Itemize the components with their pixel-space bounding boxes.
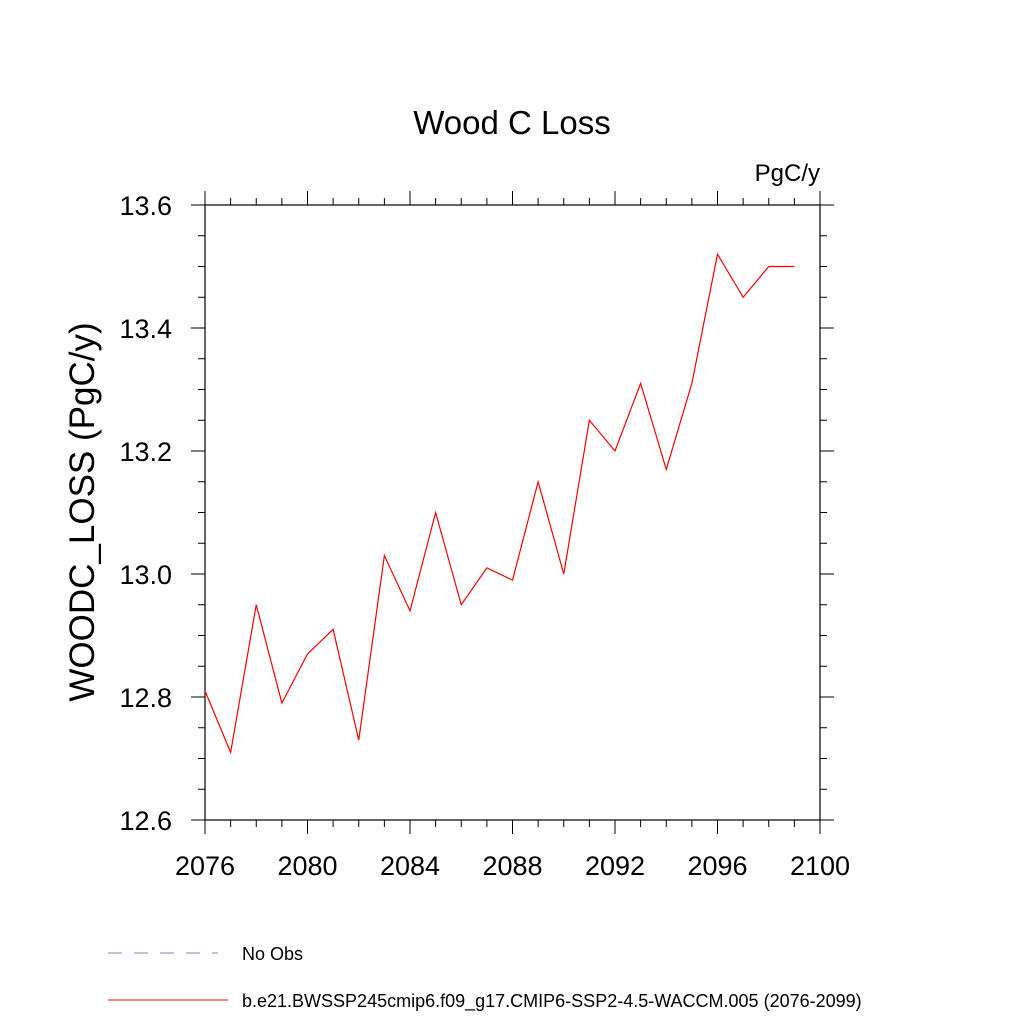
y-tick-labels: 12.6 12.8 13.0 13.2 13.4 13.6 <box>119 191 172 836</box>
chart-title: Wood C Loss <box>413 104 610 141</box>
y-tick-label: 13.2 <box>119 437 172 467</box>
x-tick-label: 2100 <box>790 851 850 881</box>
y-tick-label: 13.0 <box>119 560 172 590</box>
y-axis-label: WOODC_LOSS (PgC/y) <box>63 322 102 701</box>
x-tick-label: 2092 <box>585 851 645 881</box>
y-tick-label: 13.4 <box>119 314 172 344</box>
legend: No Obs b.e21.BWSSP245cmip6.f09_g17.CMIP6… <box>108 944 862 1012</box>
y-tick-label: 12.6 <box>119 806 172 836</box>
series-lines <box>204 252 795 755</box>
x-tick-label: 2076 <box>175 851 235 881</box>
x-tick-label: 2088 <box>482 851 542 881</box>
series-line-1 <box>204 252 795 755</box>
x-tick-label: 2080 <box>277 851 337 881</box>
units-label: PgC/y <box>755 160 820 187</box>
x-tick-labels: 2076 2080 2084 2088 2092 2096 2100 <box>175 851 850 881</box>
plot-frame <box>204 204 821 821</box>
x-tick-label: 2084 <box>380 851 440 881</box>
x-tick-label: 2096 <box>687 851 747 881</box>
legend-label-model-run: b.e21.BWSSP245cmip6.f09_g17.CMIP6-SSP2-4… <box>242 991 862 1012</box>
axis-ticks <box>191 191 834 834</box>
y-tick-label: 13.6 <box>119 191 172 221</box>
legend-label-no-obs: No Obs <box>242 944 303 964</box>
y-tick-label: 12.8 <box>119 683 172 713</box>
